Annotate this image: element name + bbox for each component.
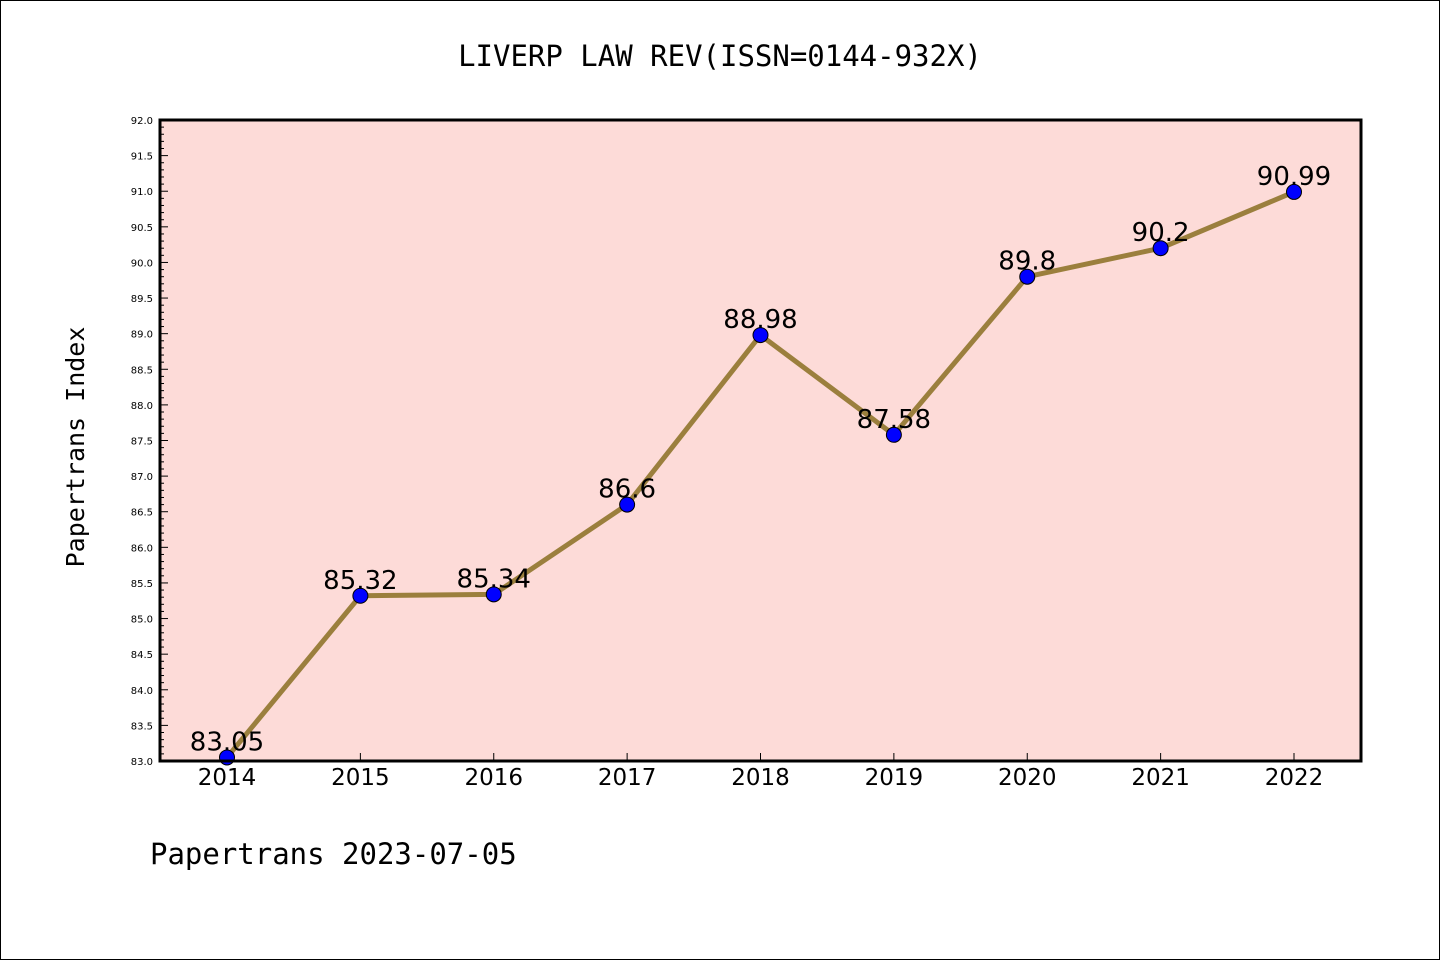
y-tick-label: 83.5 [131, 721, 153, 732]
y-tick-label: 92.0 [131, 116, 153, 127]
x-tick-label: 2020 [998, 765, 1057, 791]
y-tick-label: 88.0 [131, 401, 153, 412]
y-tick-label: 90.5 [131, 223, 153, 234]
data-value-label: 88.98 [723, 305, 797, 335]
chart-title: LIVERP LAW REV(ISSN=0144-932X) [458, 39, 982, 73]
x-tick-label: 2019 [865, 765, 924, 791]
y-tick-label: 84.5 [131, 650, 153, 661]
x-tick-label: 2022 [1265, 765, 1324, 791]
plot-border [158, 118, 1363, 763]
data-point-marker [352, 587, 369, 604]
y-tick-label: 85.5 [131, 579, 153, 590]
data-value-label: 85.32 [323, 566, 397, 596]
series-markers [219, 183, 1302, 766]
x-tick-label: 2015 [331, 765, 390, 791]
x-axis-tick-labels: 2014 2015 2016 2017 2018 2019 2020 2021 2022 [198, 765, 1324, 791]
data-point-marker [1019, 268, 1036, 285]
x-tick-label: 2021 [1131, 765, 1190, 791]
y-axis-label: Papertrans Index [61, 327, 90, 568]
data-labels: 83.05 85.32 85.34 86.6 88.98 87.58 89.8 90.2 90.… [190, 162, 1331, 758]
y-tick-label: 87.0 [131, 472, 153, 483]
data-value-label: 83.05 [190, 727, 264, 757]
data-point-marker [752, 327, 769, 344]
y-tick-label: 91.5 [131, 152, 153, 163]
data-value-label: 89.8 [998, 247, 1056, 277]
y-tick-label: 85.0 [131, 615, 153, 626]
x-tick-label: 2017 [598, 765, 657, 791]
data-value-label: 85.34 [457, 564, 531, 594]
y-tick-label: 88.5 [131, 365, 153, 376]
y-tick-label: 89.0 [131, 330, 153, 341]
data-point-marker [1152, 240, 1169, 257]
y-tick-label: 83.0 [131, 757, 153, 768]
data-value-label: 90.99 [1257, 162, 1331, 192]
y-tick-label: 86.0 [131, 543, 153, 554]
data-point-marker [619, 496, 636, 513]
footer-credit: Papertrans 2023-07-05 [150, 837, 517, 871]
y-tick-label: 90.0 [131, 258, 153, 269]
y-tick-label: 87.5 [131, 437, 153, 448]
y-axis-tick-labels: 83.0 83.5 84.0 84.5 85.0 85.5 86.0 86.5 87.0 87.5… [131, 116, 153, 768]
data-value-label: 90.2 [1132, 218, 1190, 248]
data-point-marker [1286, 183, 1302, 200]
x-tick-label: 2014 [198, 765, 257, 791]
data-point-marker [885, 426, 902, 443]
data-point-marker [485, 586, 502, 603]
y-tick-label: 84.0 [131, 686, 153, 697]
x-tick-label: 2016 [464, 765, 523, 791]
x-tick-label: 2018 [731, 765, 790, 791]
plot-area [160, 120, 1361, 761]
y-tick-label: 91.0 [131, 187, 153, 198]
data-value-label: 86.6 [598, 475, 656, 505]
data-value-label: 87.58 [857, 405, 931, 435]
y-tick-label: 86.5 [131, 508, 153, 519]
y-tick-label: 89.5 [131, 294, 153, 305]
